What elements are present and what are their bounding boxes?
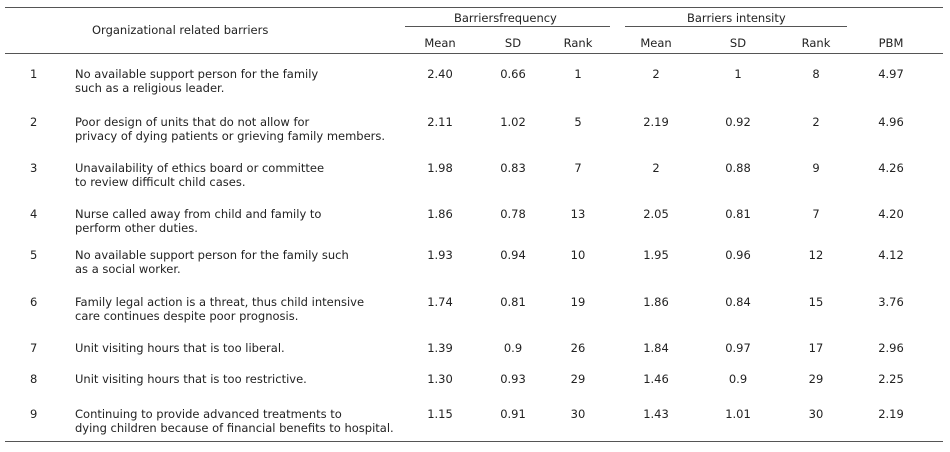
int-sd: 0.96 bbox=[725, 248, 751, 262]
freq-rank-header: Rank bbox=[563, 36, 593, 50]
barrier-text: Nurse called away from child and family … bbox=[75, 207, 322, 235]
int-mean: 2.05 bbox=[643, 207, 669, 221]
row-number: 3 bbox=[30, 161, 38, 175]
int-mean: 1.43 bbox=[643, 407, 669, 421]
barrier-text: Family legal action is a threat, thus ch… bbox=[75, 295, 365, 323]
freq-mean: 1.86 bbox=[427, 207, 453, 221]
int-rank: 29 bbox=[808, 372, 824, 386]
freq-rank: 7 bbox=[574, 161, 582, 175]
barrier-text: No available support person for the fami… bbox=[75, 248, 349, 276]
freq-rank: 19 bbox=[570, 295, 586, 309]
freq-rank: 1 bbox=[574, 67, 582, 81]
freq-rank: 13 bbox=[570, 207, 586, 221]
header-bottom-rule bbox=[5, 53, 943, 54]
pbm-value: 4.12 bbox=[878, 248, 904, 262]
freq-sd: 0.66 bbox=[500, 67, 526, 81]
freq-mean: 1.93 bbox=[427, 248, 453, 262]
int-mean: 2.19 bbox=[643, 115, 669, 129]
freq-sd: 1.02 bbox=[500, 115, 526, 129]
int-mean: 2 bbox=[652, 161, 660, 175]
int-sd: 0.97 bbox=[725, 341, 751, 355]
int-rank: 15 bbox=[808, 295, 824, 309]
freq-mean: 2.11 bbox=[427, 115, 453, 129]
frequency-group-rule bbox=[405, 26, 610, 27]
freq-sd: 0.81 bbox=[500, 295, 526, 309]
row-number: 2 bbox=[30, 115, 38, 129]
int-mean: 1.84 bbox=[643, 341, 669, 355]
freq-mean: 1.39 bbox=[427, 341, 453, 355]
int-mean-header: Mean bbox=[640, 36, 672, 50]
int-rank: 17 bbox=[808, 341, 824, 355]
freq-mean: 1.98 bbox=[427, 161, 453, 175]
int-sd: 0.92 bbox=[725, 115, 751, 129]
int-rank: 8 bbox=[812, 67, 820, 81]
int-mean: 1.95 bbox=[643, 248, 669, 262]
pbm-value: 2.25 bbox=[878, 372, 904, 386]
freq-rank: 30 bbox=[570, 407, 586, 421]
freq-sd-header: SD bbox=[504, 36, 522, 50]
pbm-value: 2.96 bbox=[878, 341, 904, 355]
freq-mean: 1.15 bbox=[427, 407, 453, 421]
freq-sd: 0.93 bbox=[500, 372, 526, 386]
row-number: 5 bbox=[30, 248, 38, 262]
pbm-value: 2.19 bbox=[878, 407, 904, 421]
freq-mean: 1.30 bbox=[427, 372, 453, 386]
freq-mean: 2.40 bbox=[427, 67, 453, 81]
row-number: 8 bbox=[30, 372, 38, 386]
freq-rank: 10 bbox=[570, 248, 586, 262]
barrier-text: No available support person for the fami… bbox=[75, 67, 319, 95]
int-sd: 0.88 bbox=[725, 161, 751, 175]
table-bottom-rule bbox=[5, 441, 943, 442]
pbm-value: 4.26 bbox=[878, 161, 904, 175]
int-rank: 9 bbox=[812, 161, 820, 175]
pbm-value: 4.97 bbox=[878, 67, 904, 81]
row-number: 4 bbox=[30, 207, 38, 221]
freq-rank: 29 bbox=[570, 372, 586, 386]
freq-sd: 0.94 bbox=[500, 248, 526, 262]
barrier-column-header: Organizational related barriers bbox=[92, 23, 269, 37]
table-top-rule bbox=[5, 7, 943, 8]
int-rank-header: Rank bbox=[801, 36, 831, 50]
pbm-value: 4.20 bbox=[878, 207, 904, 221]
row-number: 7 bbox=[30, 341, 38, 355]
barrier-text: Unavailability of ethics board or commit… bbox=[75, 161, 325, 189]
row-number: 6 bbox=[30, 295, 38, 309]
int-sd: 0.84 bbox=[725, 295, 751, 309]
barrier-text: Continuing to provide advanced treatment… bbox=[75, 407, 394, 435]
pbm-header: PBM bbox=[878, 36, 904, 50]
int-rank: 30 bbox=[808, 407, 824, 421]
int-mean: 1.86 bbox=[643, 295, 669, 309]
int-sd: 1 bbox=[734, 67, 742, 81]
freq-sd: 0.91 bbox=[500, 407, 526, 421]
int-sd: 0.81 bbox=[725, 207, 751, 221]
freq-mean: 1.74 bbox=[427, 295, 453, 309]
frequency-group-header: Barriersfrequency bbox=[454, 11, 557, 25]
row-number: 9 bbox=[30, 407, 38, 421]
freq-rank: 5 bbox=[574, 115, 582, 129]
int-sd-header: SD bbox=[729, 36, 747, 50]
freq-mean-header: Mean bbox=[424, 36, 456, 50]
freq-sd: 0.83 bbox=[500, 161, 526, 175]
int-rank: 7 bbox=[812, 207, 820, 221]
int-mean: 1.46 bbox=[643, 372, 669, 386]
int-rank: 2 bbox=[812, 115, 820, 129]
int-sd: 1.01 bbox=[725, 407, 751, 421]
int-rank: 12 bbox=[808, 248, 824, 262]
int-sd: 0.9 bbox=[728, 372, 748, 386]
row-number: 1 bbox=[30, 67, 38, 81]
barrier-text: Poor design of units that do not allow f… bbox=[75, 115, 386, 143]
pbm-value: 3.76 bbox=[878, 295, 904, 309]
freq-rank: 26 bbox=[570, 341, 586, 355]
pbm-value: 4.96 bbox=[878, 115, 904, 129]
freq-sd: 0.78 bbox=[500, 207, 526, 221]
freq-sd: 0.9 bbox=[503, 341, 523, 355]
barrier-text: Unit visiting hours that is too restrict… bbox=[75, 372, 307, 386]
intensity-group-rule bbox=[625, 26, 847, 27]
barrier-text: Unit visiting hours that is too liberal. bbox=[75, 341, 285, 355]
int-mean: 2 bbox=[652, 67, 660, 81]
intensity-group-header: Barriers intensity bbox=[687, 11, 786, 25]
